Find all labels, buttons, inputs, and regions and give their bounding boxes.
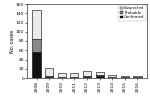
Bar [58, 77, 66, 78]
Bar [121, 77, 129, 78]
Bar [96, 72, 104, 75]
Bar [96, 75, 104, 76]
Bar [133, 77, 142, 78]
Bar [70, 73, 78, 77]
Legend: Suspected, Probable, Confirmed: Suspected, Probable, Confirmed [118, 5, 146, 21]
Y-axis label: No. cases: No. cases [10, 29, 15, 53]
Bar [83, 71, 91, 76]
Bar [121, 76, 129, 77]
Bar [45, 68, 53, 76]
Bar [58, 73, 66, 77]
Bar [45, 76, 53, 77]
Bar [133, 76, 142, 77]
Bar [32, 10, 41, 39]
Bar [32, 52, 41, 78]
Bar [70, 77, 78, 78]
Bar [45, 77, 53, 78]
Bar [83, 76, 91, 77]
Bar [32, 39, 41, 52]
Bar [83, 77, 91, 78]
Bar [96, 76, 104, 78]
Bar [108, 77, 116, 78]
Bar [108, 75, 116, 77]
